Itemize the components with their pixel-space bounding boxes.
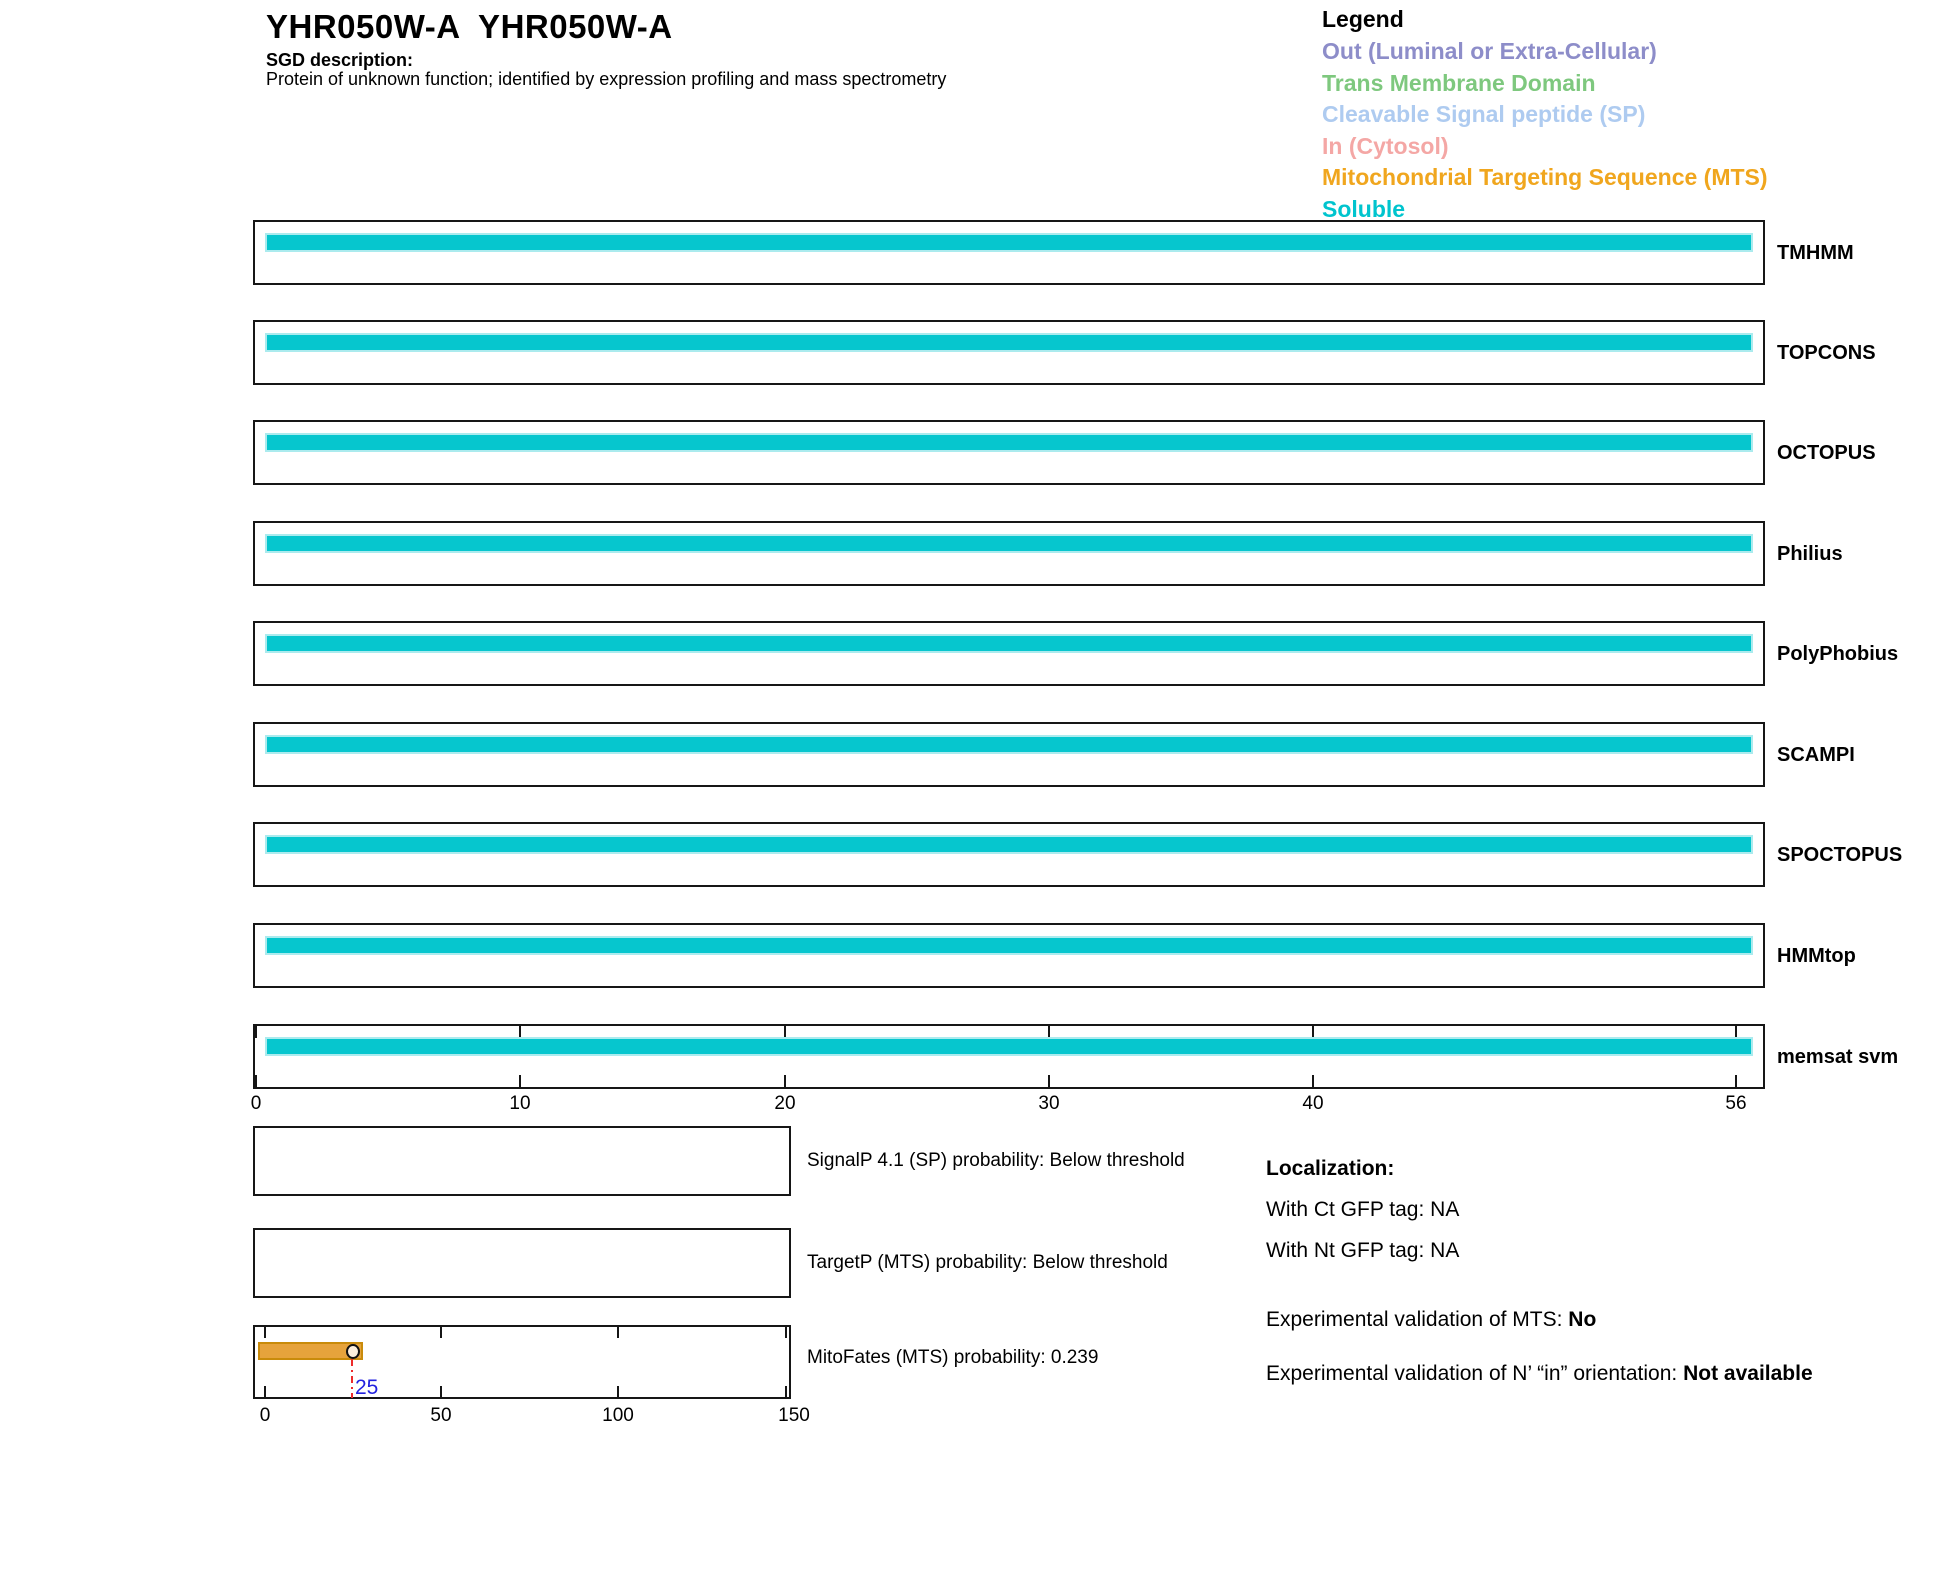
soluble-prediction-bar [265,634,1753,653]
axis-tick [1048,1075,1050,1087]
orientation-label: Experimental validation of N’ “in” orien… [1266,1362,1684,1385]
axis-tick-label: 0 [250,1093,262,1114]
signalp-label: SignalP 4.1 (SP) probability: Below thre… [807,1150,1185,1171]
soluble-prediction-bar [265,735,1753,754]
soluble-prediction-bar [265,936,1753,955]
mitofates-label: MitoFates (MTS) probability: 0.239 [807,1347,1099,1368]
orientation-line: Experimental validation of N’ “in” orien… [1266,1358,1846,1390]
mts-validation-line: Experimental validation of MTS: No [1266,1307,1596,1333]
mitofates-tick [617,1327,619,1338]
legend-item: Mitochondrial Targeting Sequence (MTS) [1322,164,1768,190]
track-label: SCAMPI [1777,744,1855,766]
mitofates-axis-label: 100 [602,1405,634,1426]
legend-item: Out (Luminal or Extra-Cellular) [1322,38,1657,64]
track-label: SPOCTOPUS [1777,844,1903,866]
localization-title: Localization: [1266,1157,1395,1180]
legend-item: In (Cytosol) [1322,132,1449,159]
axis-tick-label: 20 [774,1093,796,1114]
axis-tick [255,1075,257,1087]
track-label: PolyPhobius [1777,643,1899,665]
axis-tick [519,1026,521,1038]
legend-item: Soluble [1322,195,1406,222]
targetp-label: TargetP (MTS) probability: Below thresho… [807,1252,1168,1273]
axis-tick-label: 10 [509,1093,531,1114]
mts-validation-label: Experimental validation of MTS: [1266,1308,1569,1331]
axis-tick [784,1026,786,1038]
mitofates-axis-label: 0 [259,1405,271,1426]
track-label: HMMtop [1777,945,1856,967]
track-label: OCTOPUS [1777,442,1876,464]
targetp-plot-box [253,1228,791,1298]
track-label: TMHMM [1777,242,1854,264]
sgd-description-label: SGD description: [266,50,414,70]
page-title: YHR050W-A YHR050W-A [266,8,673,45]
orientation-value: Not available [1683,1362,1813,1385]
mitofates-tick [264,1327,266,1338]
legend-items: Out (Luminal or Extra-Cellular) Trans Mem… [1322,36,1768,225]
mitofates-tick [785,1327,787,1338]
mitofates-mts-bar [258,1342,363,1360]
legend-item: Trans Membrane Domain [1322,69,1596,96]
sgd-description-text: Protein of unknown function; identified … [266,69,947,89]
mitofates-tick [440,1386,442,1397]
axis-tick [255,1026,257,1038]
mitofates-cleavage-position-label: 25 [355,1376,379,1399]
track-label: memsat svm [1777,1046,1899,1068]
track-box [253,420,1765,485]
axis-tick [1312,1026,1314,1038]
legend-title: Legend [1322,6,1404,32]
ct-gfp-line: With Ct GFP tag: NA [1266,1198,1460,1221]
legend: Legend Out (Luminal or Extra-Cellular) Tr… [1322,6,1768,225]
track-box [253,923,1765,988]
track-box [253,1024,1765,1089]
axis-tick [784,1075,786,1087]
axis-tick [1735,1075,1737,1087]
soluble-prediction-bar [265,433,1753,452]
mitofates-tick [264,1386,266,1397]
soluble-prediction-bar [265,835,1753,854]
axis-tick [1312,1075,1314,1087]
track-label: Philius [1777,543,1843,565]
axis-tick [1048,1026,1050,1038]
mitofates-tick [440,1327,442,1338]
nt-gfp-line: With Nt GFP tag: NA [1266,1239,1460,1262]
mts-validation-value: No [1568,1308,1597,1331]
mitofates-tick [617,1386,619,1397]
mitofates-tick [785,1386,787,1397]
soluble-prediction-bar [265,233,1753,252]
legend-item: Cleavable Signal peptide (SP) [1322,101,1646,127]
track-box [253,621,1765,686]
soluble-prediction-bar [265,333,1753,352]
mitofates-axis-label: 50 [430,1405,452,1426]
axis-tick-label: 30 [1038,1093,1060,1114]
track-box [253,320,1765,385]
mitofates-cleavage-marker-line [351,1359,353,1398]
signalp-plot-box [253,1126,791,1196]
axis-tick [1735,1026,1737,1038]
mitofates-cleavage-marker-circle [346,1344,360,1359]
mitofates-plot-box [253,1325,791,1399]
mitofates-axis-label: 150 [778,1405,810,1426]
track-box [253,722,1765,787]
soluble-prediction-bar [265,1037,1753,1056]
axis-tick-label: 40 [1302,1093,1324,1114]
track-label: TOPCONS [1777,342,1876,364]
axis-tick [519,1075,521,1087]
axis-tick-label: 56 [1725,1093,1747,1114]
track-box [253,220,1765,285]
soluble-prediction-bar [265,534,1753,553]
track-box [253,822,1765,887]
track-box [253,521,1765,586]
